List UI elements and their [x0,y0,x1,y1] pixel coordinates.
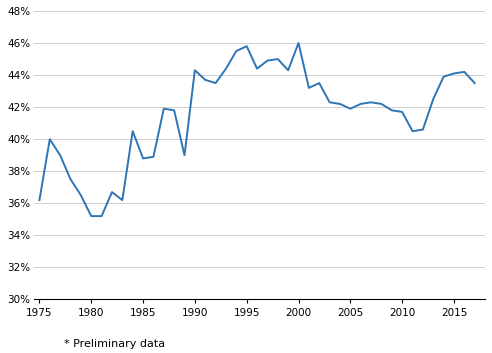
Text: * Preliminary data: * Preliminary data [64,340,165,349]
